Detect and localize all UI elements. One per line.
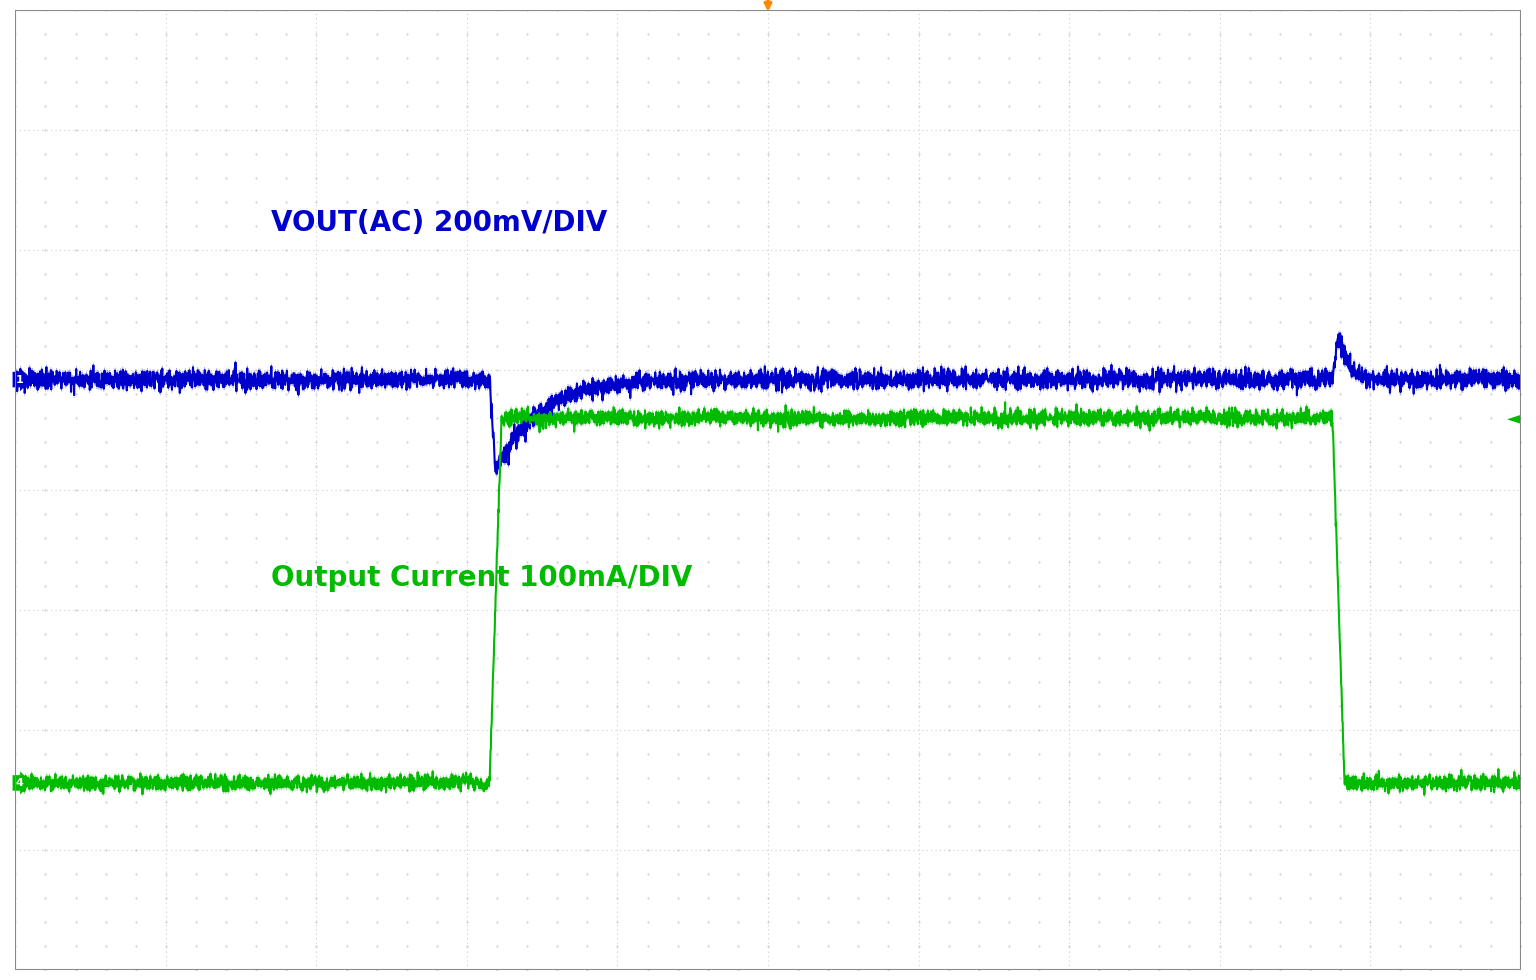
Text: Output Current 100mA/DIV: Output Current 100mA/DIV [272,564,693,592]
Text: ◄: ◄ [1507,409,1521,427]
Text: 4: 4 [15,778,23,788]
Text: 1: 1 [15,374,23,384]
Text: VOUT(AC) 200mV/DIV: VOUT(AC) 200mV/DIV [272,209,608,237]
